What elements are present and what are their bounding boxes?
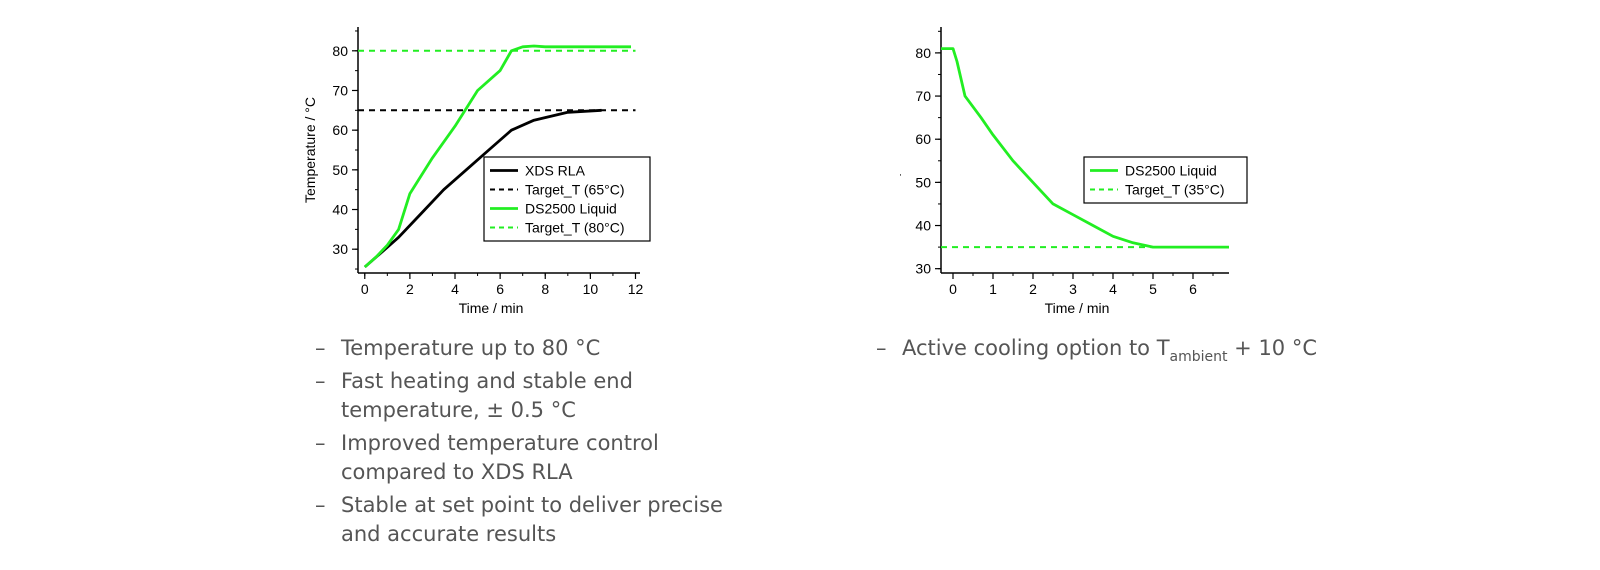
x-axis-label: Time / min — [459, 300, 524, 315]
x-tick-label: 2 — [1029, 281, 1037, 297]
feature-subscript: ambient — [1169, 349, 1228, 365]
chart-svg: 0 1 2 3 4 5 6 30 40 50 60 70 80 Time / min Temperature… — [885, 27, 1248, 316]
legend-label: DS2500 Liquid — [525, 201, 617, 217]
x-tick-label: 1 — [989, 281, 997, 297]
feature-item: – Stable at set point to deliver precise … — [315, 491, 735, 549]
x-tick-label: 3 — [1069, 281, 1077, 297]
series-line — [363, 44, 631, 269]
y-tick-label: 70 — [915, 88, 931, 104]
cooling-feature-list: – Active cooling option to Tambient + 10 … — [876, 334, 1436, 370]
legend-box — [1083, 156, 1248, 204]
legend-label: DS2500 Liquid — [1125, 163, 1217, 179]
feature-text: Stable at set point to deliver precise a… — [341, 493, 723, 546]
y-tick-label: 50 — [915, 174, 931, 190]
x-tick-label: 6 — [1189, 281, 1197, 297]
y-tick-label: 40 — [332, 202, 348, 218]
heating-chart: 0 2 4 6 8 10 12 30 40 50 60 70 80 Time / min Temperatu… — [290, 15, 670, 320]
legend-label: Target_T (80°C) — [525, 220, 625, 236]
y-tick-label: 50 — [332, 162, 348, 178]
bullet-dash: – — [315, 336, 326, 360]
legend-label: XDS RLA — [525, 163, 586, 179]
bullet-dash: – — [315, 493, 326, 517]
series-line — [363, 108, 602, 269]
feature-item: – Temperature up to 80 °C — [315, 334, 735, 363]
y-tick-label: 60 — [915, 131, 931, 147]
x-tick-label: 4 — [451, 281, 459, 297]
legend-label: Target_T (65°C) — [525, 182, 625, 198]
x-tick-label: 5 — [1149, 281, 1157, 297]
y-tick-label: 80 — [332, 43, 348, 59]
y-tick-label: 70 — [332, 82, 348, 98]
bullet-dash: – — [315, 369, 326, 393]
x-tick-label: 0 — [949, 281, 957, 297]
x-axis-label: Time / min — [1045, 300, 1110, 315]
y-axis-label: Temperature / °C — [302, 97, 318, 203]
feature-text: Temperature up to 80 °C — [341, 336, 601, 360]
bullet-dash: – — [876, 336, 887, 360]
x-tick-label: 12 — [628, 281, 644, 297]
cooling-chart: 0 1 2 3 4 5 6 30 40 50 60 70 80 Time / min Temperature… — [885, 15, 1260, 320]
feature-text-end: + 10 °C — [1227, 336, 1318, 360]
legend-label: Target_T (35°C) — [1125, 182, 1225, 198]
y-tick-label: 30 — [332, 241, 348, 257]
y-tick-label: 60 — [332, 122, 348, 138]
y-axis-label: Temperature / °C — [900, 97, 901, 203]
x-tick-label: 8 — [541, 281, 549, 297]
y-tick-label: 80 — [915, 45, 931, 61]
feature-item: – Active cooling option to Tambient + 10 … — [876, 334, 1436, 366]
y-tick-label: 40 — [915, 218, 931, 234]
x-tick-label: 10 — [583, 281, 599, 297]
x-tick-label: 2 — [406, 281, 414, 297]
chart-svg: 0 2 4 6 8 10 12 30 40 50 60 70 80 Time / min Temperatu… — [302, 27, 651, 316]
x-tick-label: 6 — [496, 281, 504, 297]
series-line — [941, 47, 1229, 249]
y-tick-label: 30 — [915, 261, 931, 277]
feature-text: Fast heating and stable end temperature,… — [341, 369, 633, 422]
feature-item: – Improved temperature control compared t… — [315, 429, 735, 487]
x-tick-label: 0 — [361, 281, 369, 297]
bullet-dash: – — [315, 431, 326, 455]
x-tick-label: 4 — [1109, 281, 1117, 297]
feature-text: Active cooling option to T — [902, 336, 1170, 360]
heating-feature-list: – Temperature up to 80 °C – Fast heating a… — [315, 334, 735, 553]
feature-item: – Fast heating and stable end temperature… — [315, 367, 735, 425]
feature-text: Improved temperature control compared to… — [341, 431, 659, 484]
